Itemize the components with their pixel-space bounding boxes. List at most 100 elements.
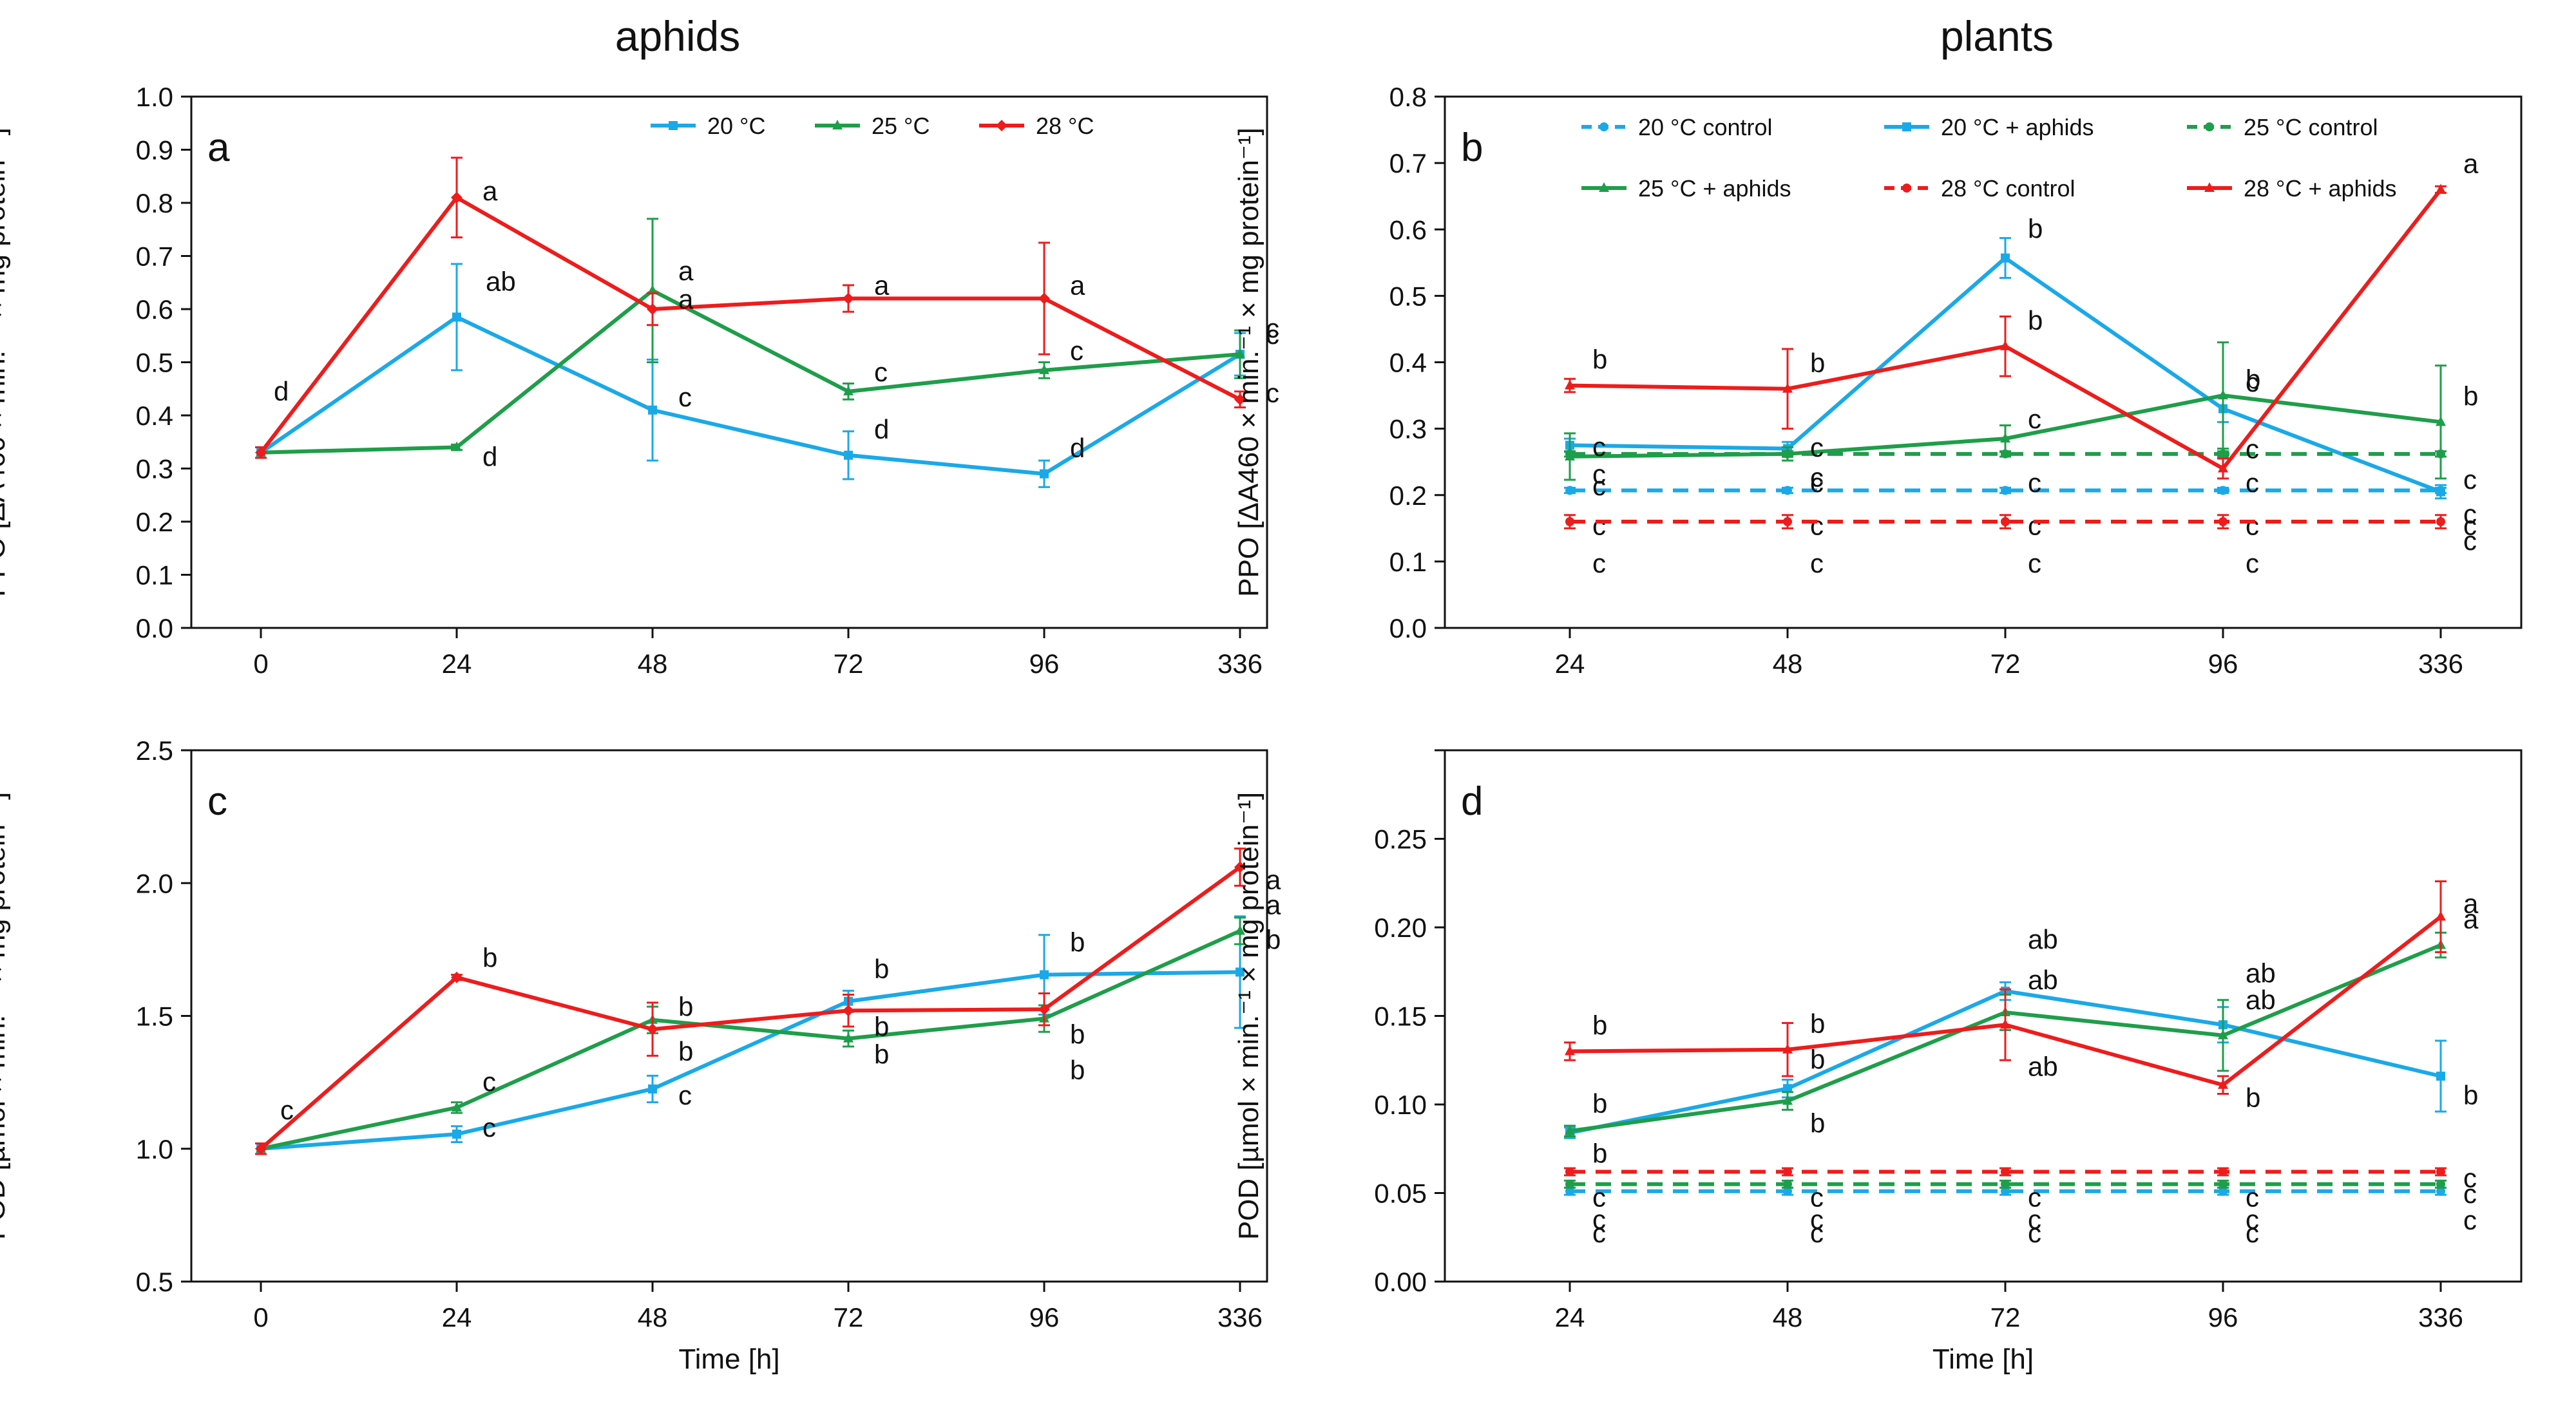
y-tick-label: 2.0 — [136, 868, 173, 898]
data-point — [1235, 348, 1245, 359]
significance-label: c — [2246, 468, 2259, 498]
significance-label: c — [1810, 1218, 1824, 1248]
y-tick-label: 0.25 — [1374, 824, 1427, 855]
series-28-c — [255, 156, 1246, 459]
data-point — [451, 191, 463, 204]
y-tick-label: 1.5 — [136, 1001, 173, 1032]
data-point — [1040, 970, 1049, 980]
y-tick-label: 0.4 — [136, 401, 173, 431]
x-tick-label: 24 — [442, 649, 472, 679]
data-point — [2436, 184, 2446, 194]
data-point — [452, 1130, 461, 1139]
data-point — [2218, 449, 2228, 459]
data-point — [2001, 517, 2010, 526]
y-tick-label: 0.9 — [136, 135, 173, 166]
significance-label: ab — [486, 266, 516, 296]
series-line — [260, 970, 1241, 1151]
significance-label: b — [1810, 1108, 1825, 1139]
data-point — [843, 1005, 854, 1017]
significance-label: c — [2246, 1218, 2259, 1248]
significance-label: a — [874, 270, 890, 301]
y-tick-label: 0.6 — [136, 294, 173, 325]
legend-marker — [832, 120, 843, 129]
significance-label: c — [1810, 548, 1824, 578]
series-line — [260, 288, 1241, 455]
data-point — [1783, 1179, 1792, 1189]
y-tick-label: 0.5 — [136, 1267, 173, 1297]
panel-a: 0.0 0.1 0.2 0.3 0.4 0.5 0.6 0.7 0.8 0.9 1.0 0 24 48 72… — [0, 82, 1279, 679]
data-point — [2001, 253, 2010, 263]
y-tick-label: 0.10 — [1374, 1090, 1427, 1120]
series-25-c-aphids — [1564, 341, 2447, 481]
significance-label: c — [2246, 434, 2259, 464]
data-point — [647, 303, 658, 315]
x-tick-label: 0 — [253, 1302, 268, 1332]
x-tick-label: 96 — [1029, 649, 1060, 679]
legend-marker — [1902, 184, 1911, 193]
legend-label: 20 °C — [707, 113, 765, 139]
y-axis-label: PPO [ΔA460 × min.⁻¹ × mg protein⁻¹] — [0, 128, 11, 597]
data-point — [2436, 1186, 2445, 1196]
significance-label: c — [678, 382, 692, 412]
legend: 20 °C 25 °C 28 °C — [651, 113, 1094, 139]
significance-label: c — [2246, 1182, 2259, 1213]
significance-label: b — [1592, 1088, 1607, 1119]
y-tick-label: 0.1 — [1389, 547, 1427, 577]
significance-label: b — [1592, 1010, 1607, 1041]
significance-label: c — [1592, 431, 1606, 462]
significance-label: c — [2028, 1182, 2041, 1213]
x-tick-label: 24 — [1555, 1302, 1585, 1332]
significance-label: b — [2246, 365, 2260, 395]
significance-label: b — [678, 1036, 693, 1066]
significance-label: a — [678, 284, 694, 314]
legend-marker — [2205, 122, 2214, 131]
y-tick-label: 0.8 — [1389, 82, 1427, 112]
data-point — [648, 405, 657, 415]
data-point — [452, 312, 461, 322]
significance-label: c — [2246, 1204, 2259, 1235]
series-20-c-control — [1564, 486, 2447, 495]
significance-label: b — [1070, 1019, 1085, 1050]
data-point — [2000, 340, 2010, 350]
y-axis-label: POD [µmol × min.⁻¹ × mg protein⁻¹] — [0, 792, 11, 1240]
data-point — [1565, 379, 1575, 390]
x-tick-label: 336 — [2418, 1302, 2463, 1332]
legend-marker — [1599, 122, 1608, 131]
data-point — [1038, 292, 1050, 305]
data-point — [1234, 861, 1246, 873]
data-point — [1782, 1043, 1793, 1054]
data-point — [2001, 1179, 2010, 1189]
data-point — [648, 1084, 657, 1094]
data-point — [844, 450, 853, 460]
legend-label: 20 °C + aphids — [1941, 114, 2094, 140]
significance-label: b — [1266, 924, 1281, 954]
significance-label: c — [280, 1095, 294, 1125]
x-tick-label: 336 — [2418, 649, 2463, 679]
y-tick-label: 1.0 — [136, 82, 173, 112]
legend: 20 °C control 20 °C + aphids 25 °C control… — [1581, 114, 2397, 202]
significance-label: c — [1266, 377, 1279, 408]
series-28-c — [255, 848, 1246, 1155]
y-tick-label: 0.0 — [136, 613, 173, 643]
significance-label: c — [2463, 511, 2477, 541]
significance-label: b — [1810, 348, 1825, 378]
data-point — [1565, 450, 1575, 460]
data-point — [2218, 1029, 2228, 1039]
significance-label: b — [1592, 345, 1607, 375]
y-axis-label: POD [µmol × min.⁻¹ × mg protein⁻¹] — [1233, 792, 1264, 1240]
panel-d: 0.00 0.05 0.10 0.15 0.20 0.25 24 48 72 96 336 POD [… — [1233, 749, 2523, 1375]
data-point — [2436, 416, 2446, 426]
legend-marker — [2204, 182, 2215, 192]
x-tick-label: 336 — [1217, 649, 1263, 679]
y-tick-label: 0.5 — [1389, 281, 1427, 311]
significance-label: c — [678, 1080, 692, 1110]
data-point — [1783, 517, 1792, 526]
plot-frame — [190, 749, 1268, 1283]
significance-label: c — [2028, 468, 2041, 498]
significance-label: b — [2028, 305, 2043, 336]
data-point — [2000, 433, 2010, 443]
data-point — [452, 1101, 462, 1112]
data-point — [1040, 469, 1049, 478]
significance-label: c — [1070, 336, 1083, 366]
significance-label: c — [1810, 1182, 1824, 1213]
